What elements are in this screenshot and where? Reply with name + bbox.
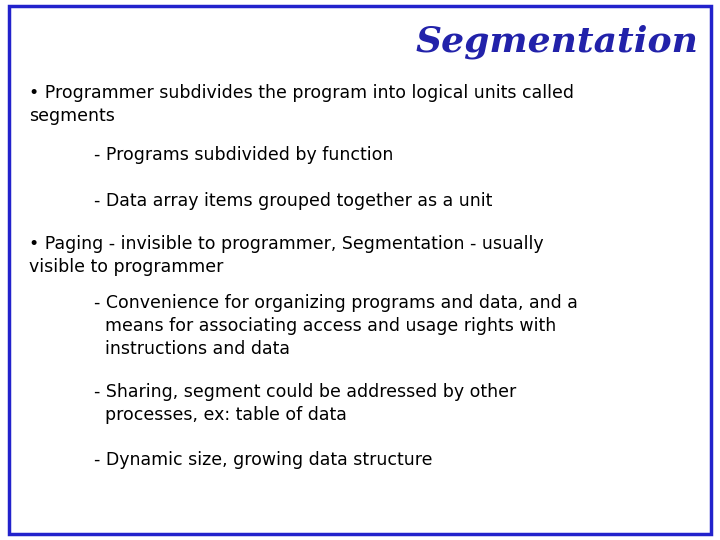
Text: - Programs subdivided by function: - Programs subdivided by function [94, 146, 393, 164]
Text: • Programmer subdivides the program into logical units called
segments: • Programmer subdivides the program into… [29, 84, 574, 125]
Text: Segmentation: Segmentation [415, 24, 698, 59]
Text: - Convenience for organizing programs and data, and a
  means for associating ac: - Convenience for organizing programs an… [94, 294, 577, 358]
FancyBboxPatch shape [9, 6, 711, 534]
Text: - Data array items grouped together as a unit: - Data array items grouped together as a… [94, 192, 492, 210]
Text: - Sharing, segment could be addressed by other
  processes, ex: table of data: - Sharing, segment could be addressed by… [94, 383, 516, 424]
Text: - Dynamic size, growing data structure: - Dynamic size, growing data structure [94, 451, 432, 469]
Text: • Paging - invisible to programmer, Segmentation - usually
visible to programmer: • Paging - invisible to programmer, Segm… [29, 235, 544, 276]
